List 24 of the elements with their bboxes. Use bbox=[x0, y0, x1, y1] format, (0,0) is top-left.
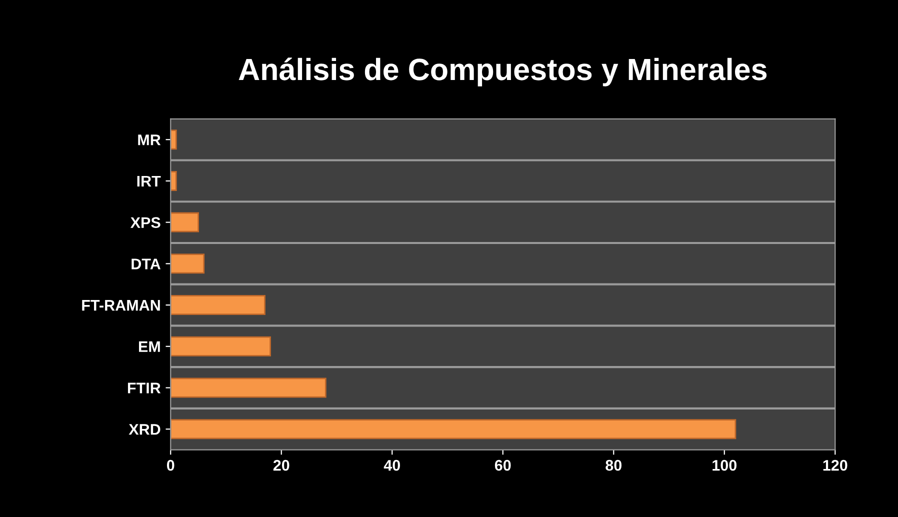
x-tick-label: 0 bbox=[166, 460, 174, 471]
bar bbox=[170, 254, 205, 274]
x-tick-label: 40 bbox=[384, 460, 400, 471]
y-tick-label: EM bbox=[139, 341, 160, 352]
y-tick-label: MR bbox=[138, 134, 161, 146]
chart-title: Análisis de Compuestos y Minerales bbox=[238, 58, 767, 86]
x-tick-label: 60 bbox=[494, 460, 511, 471]
y-tick-label: IRT bbox=[137, 176, 161, 186]
bar bbox=[170, 419, 736, 440]
bar bbox=[170, 295, 266, 316]
bar bbox=[170, 336, 271, 356]
y-tick-label: FTIR bbox=[128, 382, 161, 394]
y-tick-label: XRD bbox=[128, 424, 160, 435]
x-tick-label: 80 bbox=[606, 460, 622, 471]
y-tick-label: XPS bbox=[130, 217, 160, 228]
x-tick-label: 20 bbox=[273, 460, 290, 471]
bar bbox=[170, 378, 326, 398]
y-tick-label: FT-RAMAN bbox=[82, 300, 160, 311]
x-tick-label: 120 bbox=[823, 460, 848, 471]
y-tick-label: DTA bbox=[132, 258, 160, 270]
bar bbox=[170, 130, 177, 150]
bar bbox=[170, 170, 177, 191]
bar bbox=[170, 212, 200, 232]
x-tick-label: 100 bbox=[712, 460, 737, 471]
